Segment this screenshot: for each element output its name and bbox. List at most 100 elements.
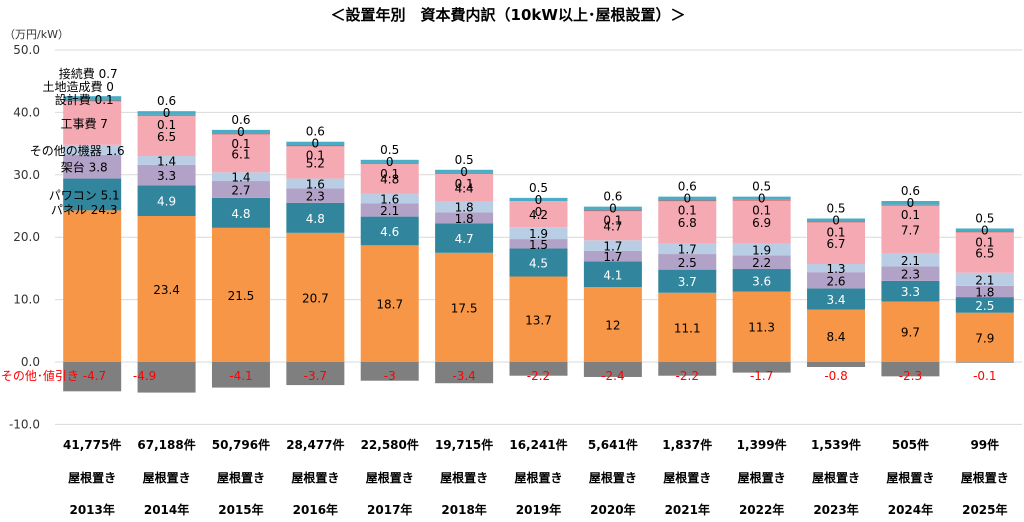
y-tick-label: 10.0 — [13, 293, 40, 307]
data-label: 0.1 — [901, 208, 920, 222]
bar-segment — [435, 173, 494, 202]
count-label: 99件 — [970, 437, 999, 452]
bar-segment — [881, 201, 940, 205]
bar-segment — [137, 156, 196, 165]
data-labels: 23.44.93.31.46.50.600.1-4.921.54.82.71.4… — [133, 94, 997, 383]
mount-label: 屋根置き — [514, 470, 562, 485]
bar-segment — [583, 287, 642, 362]
data-label: 1.5 — [529, 238, 548, 252]
bar-segment — [211, 134, 270, 173]
year-label: 2018年 — [441, 502, 486, 517]
bar-segment — [360, 362, 419, 381]
data-label: 4.4 — [455, 181, 474, 195]
data-label: 1.9 — [752, 243, 771, 257]
data-label: 0 — [758, 192, 766, 206]
bar-segment — [583, 210, 642, 212]
data-label: -2.3 — [899, 369, 922, 383]
data-label: -2.2 — [527, 369, 550, 383]
data-label: 4.7 — [603, 220, 622, 234]
data-label: 1.3 — [826, 262, 845, 276]
bar-segment — [286, 141, 345, 146]
data-label: 2.2 — [752, 256, 771, 270]
data-label: -0.8 — [824, 369, 847, 383]
data-label: 21.5 — [228, 289, 255, 303]
bar-segment — [955, 362, 1014, 363]
bar-segment — [807, 221, 866, 223]
data-label: 0.5 — [529, 181, 548, 195]
bar-segment — [63, 362, 122, 392]
data-label: 3.3 — [157, 169, 176, 183]
count-label: 505件 — [892, 437, 929, 452]
bar-segment — [955, 232, 1014, 273]
series-name: パネル — [51, 203, 87, 217]
bar-segment — [658, 269, 717, 293]
series-label: 架台 3.8 — [61, 160, 108, 175]
bar-segment — [360, 193, 419, 204]
data-label: 1.4 — [231, 171, 250, 185]
data-label: 0.6 — [306, 125, 325, 139]
series-value: 0.1 — [95, 93, 114, 107]
bar-segment — [137, 111, 196, 115]
data-label: 4.1 — [603, 268, 622, 282]
series-value: 24.3 — [91, 203, 118, 217]
data-label: 0.5 — [455, 153, 474, 167]
data-label: 8.4 — [826, 330, 845, 344]
series-name: 工事費 — [60, 116, 96, 131]
bar-segment — [286, 178, 345, 189]
data-label: 3.4 — [826, 293, 845, 307]
data-label: 0.1 — [975, 235, 994, 249]
year-label: 2020年 — [590, 502, 635, 517]
data-label: 1.9 — [529, 227, 548, 241]
data-label: 0 — [683, 192, 691, 206]
data-label: 5.2 — [306, 156, 325, 170]
bar-segment — [137, 115, 196, 157]
bar-segment — [583, 210, 642, 241]
data-label: 0.1 — [306, 149, 325, 163]
bar-segment — [360, 162, 419, 164]
series-label: パネル 24.3 — [51, 203, 118, 217]
mount-label: 屋根置き — [886, 470, 934, 485]
mount-label: 屋根置き — [961, 470, 1009, 485]
data-label: 0 — [535, 193, 543, 207]
mount-label: 屋根置き — [663, 470, 711, 485]
data-label: 4.7 — [455, 232, 474, 246]
bar-segment — [360, 216, 419, 246]
data-label: 6.9 — [752, 216, 771, 230]
bar-segment — [807, 288, 866, 310]
data-label: 0.1 — [157, 118, 176, 132]
bar-segment — [435, 362, 494, 384]
data-label: 1.4 — [157, 154, 176, 168]
data-label: 0 — [460, 165, 468, 179]
data-label: 9.7 — [901, 326, 920, 340]
bar-segment — [955, 228, 1014, 232]
count-label: 28,477件 — [286, 437, 344, 452]
bar-segment — [286, 232, 345, 362]
bar-segment — [360, 163, 419, 194]
bar-segment — [658, 196, 717, 201]
bar-segment — [658, 243, 717, 255]
bar-segment — [807, 264, 866, 273]
count-label: 50,796件 — [212, 437, 270, 452]
count-label: 22,580件 — [361, 437, 419, 452]
data-label: 2.5 — [975, 299, 994, 313]
data-label: 0.5 — [826, 201, 845, 215]
data-label: 1.7 — [603, 240, 622, 254]
data-label: 0.1 — [752, 204, 771, 218]
bar-segment — [286, 202, 345, 233]
series-label: 設計費 0.1 — [55, 92, 114, 107]
year-label: 2022年 — [739, 502, 784, 517]
series-name: その他の機器 — [30, 143, 102, 158]
year-label: 2013年 — [69, 502, 114, 517]
data-label: 3.7 — [678, 275, 697, 289]
bar-segment — [286, 188, 345, 203]
bar-segment — [881, 362, 940, 377]
series-name: パワコン — [49, 188, 97, 202]
data-label: -4.1 — [229, 369, 252, 383]
data-label: 1.8 — [455, 201, 474, 215]
count-label: 19,715件 — [435, 437, 493, 452]
data-label: 0.6 — [603, 190, 622, 204]
mount-label: 屋根置き — [589, 470, 637, 485]
data-label: 4.6 — [380, 225, 399, 239]
